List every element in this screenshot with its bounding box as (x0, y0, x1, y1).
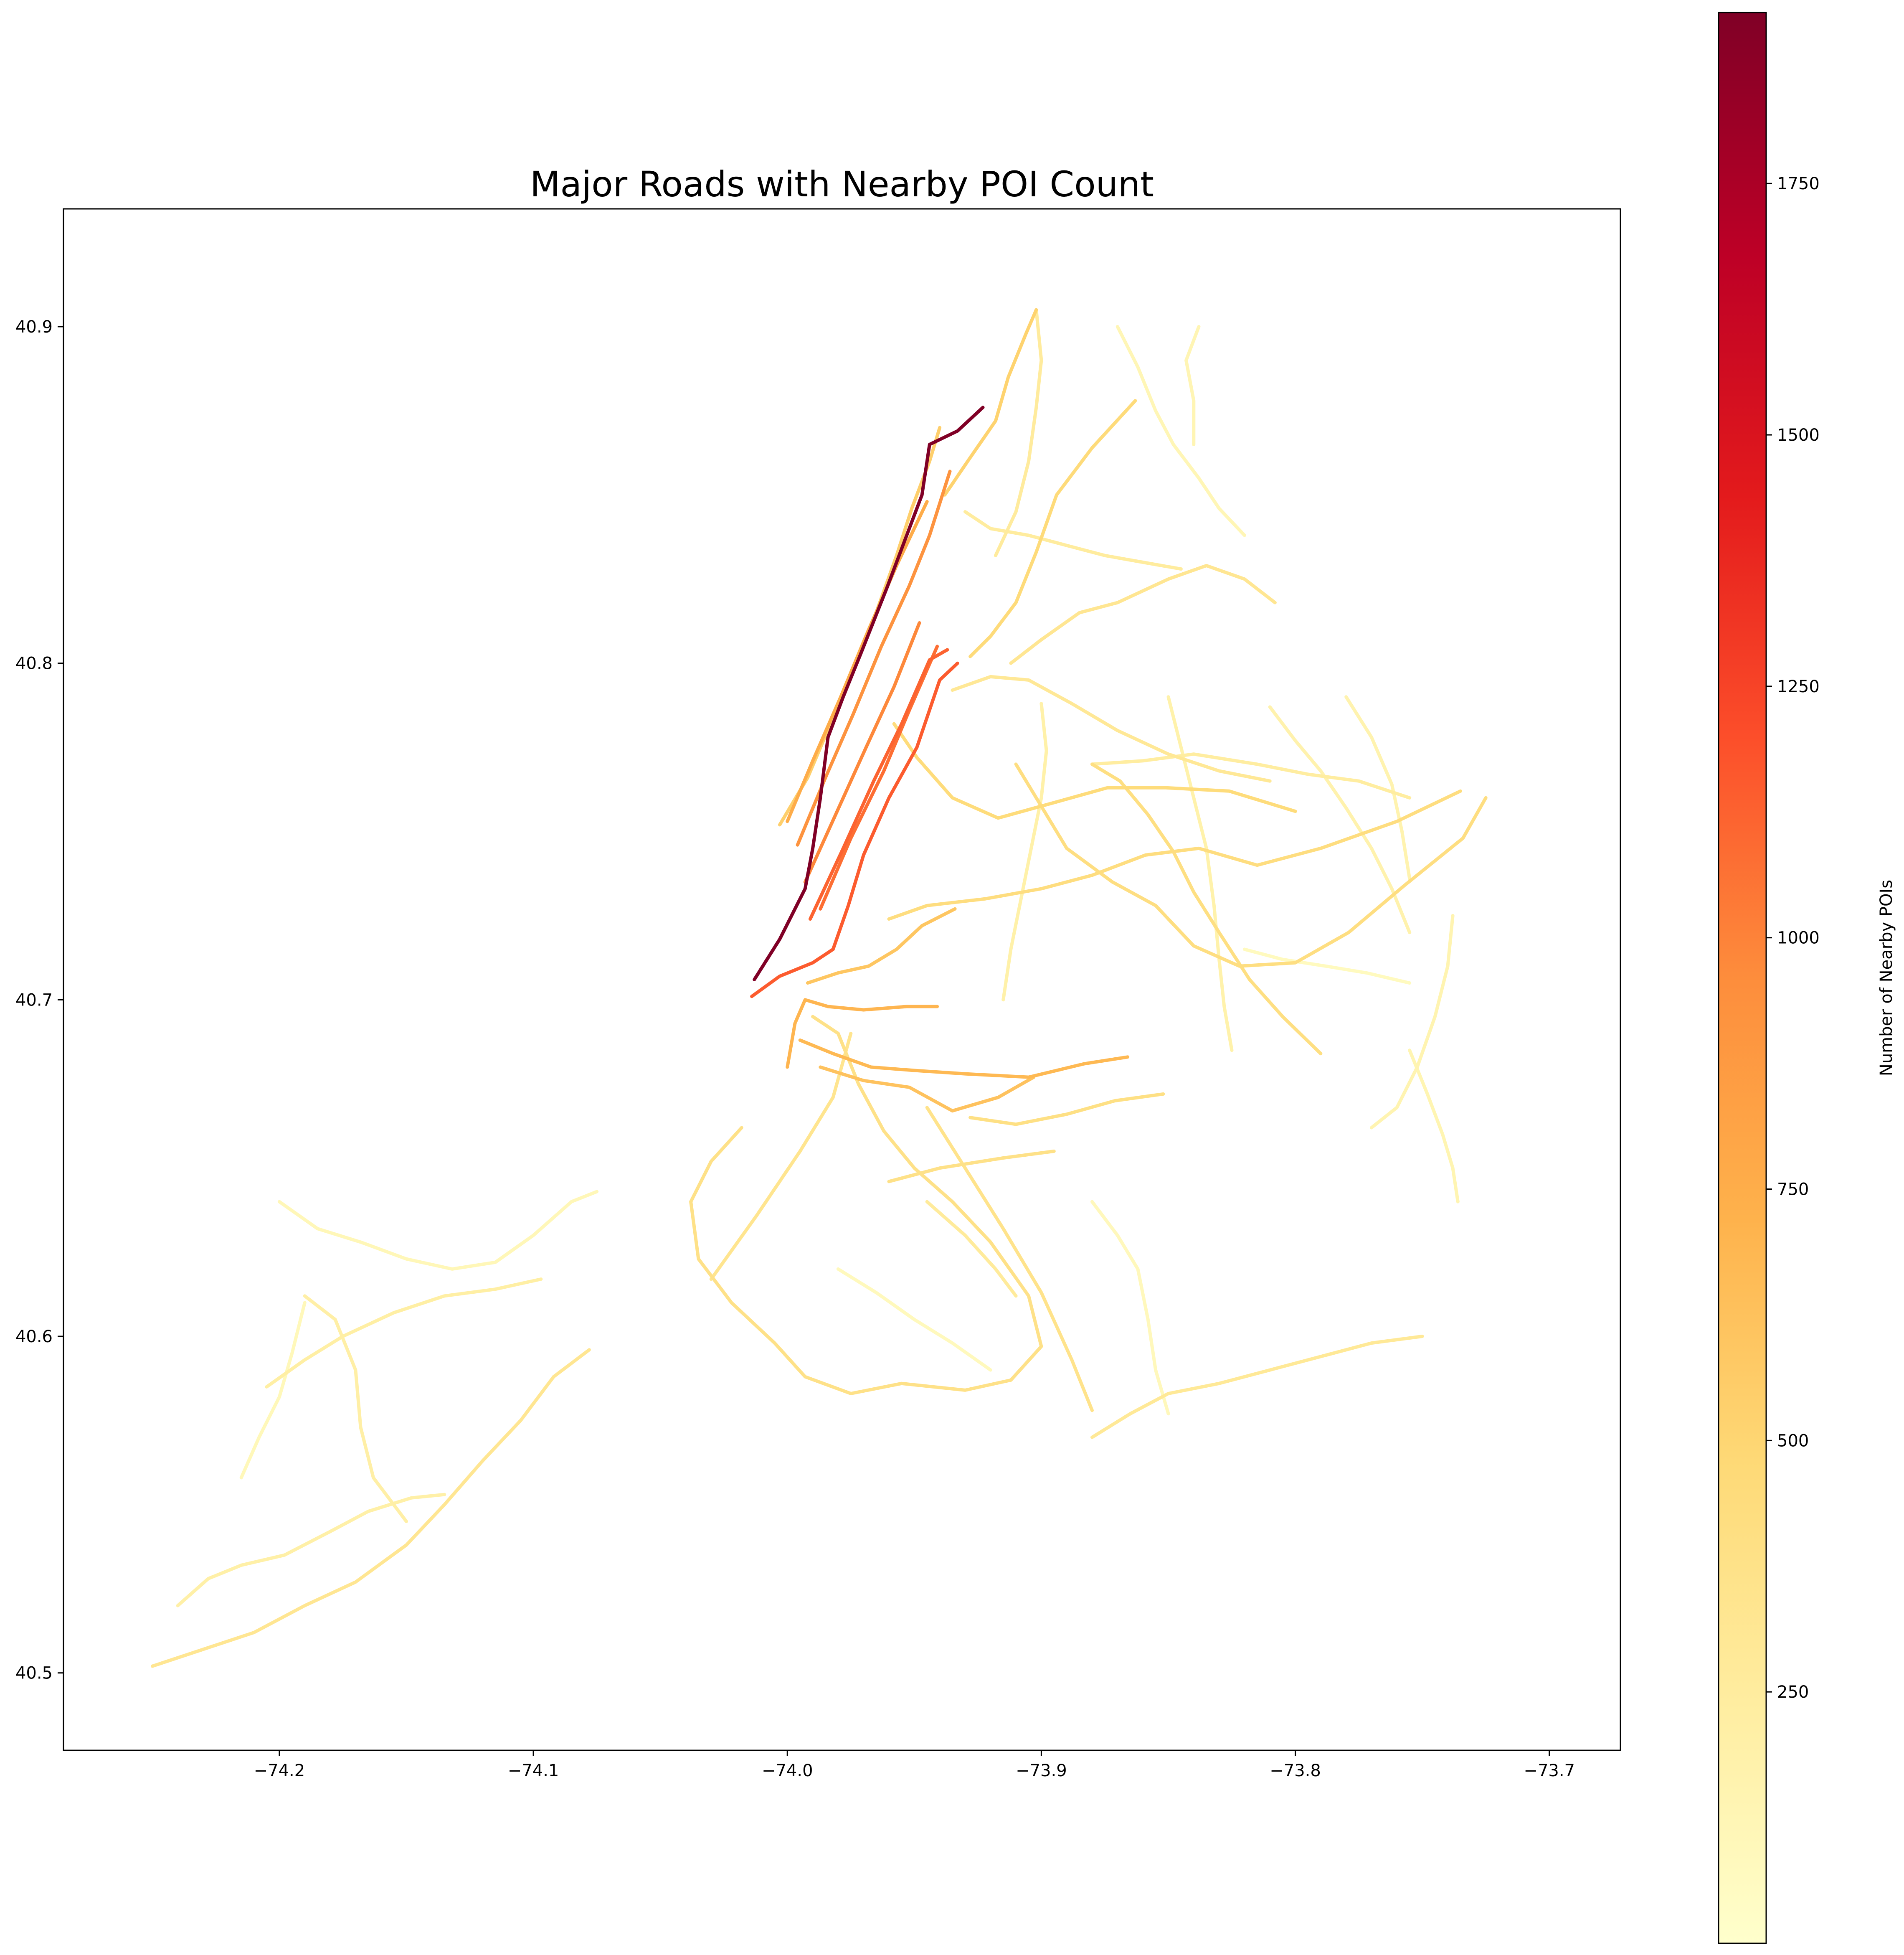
y-tick-label: 40.6 (15, 1327, 53, 1346)
road-segment (176, 1493, 446, 1607)
x-axis: −74.2 −74.1 −74.0 −73.9 −73.8 −73.7 (254, 1750, 1575, 1780)
colorbar-tick-label: 250 (1777, 1683, 1809, 1702)
colorbar-label: Number of Nearby POIs (1877, 880, 1896, 1076)
road-segment (1344, 695, 1412, 881)
colorbar-tick-label: 1000 (1777, 929, 1820, 948)
roads-layer (150, 308, 1488, 1668)
road-segment (1116, 325, 1246, 537)
road-segment (836, 1267, 992, 1372)
colorbar (1718, 12, 1767, 1944)
road-segment (887, 1149, 1056, 1183)
x-tick-label: −73.7 (1524, 1761, 1575, 1780)
y-axis: 40.5 40.6 40.7 40.8 40.9 (15, 317, 63, 1683)
road-segment (1370, 914, 1455, 1130)
road-segment (1014, 762, 1488, 968)
road-segment (925, 1200, 1018, 1298)
y-tick-label: 40.9 (15, 317, 53, 337)
road-segment (968, 1092, 1165, 1126)
road-segment (968, 399, 1137, 658)
colorbar-tick-label: 1250 (1777, 677, 1820, 696)
x-tick-label: −74.2 (254, 1761, 305, 1780)
road-segment (786, 500, 929, 823)
road-segment (1166, 695, 1234, 1052)
y-tick-label: 40.8 (15, 654, 53, 673)
road-segment (709, 1031, 853, 1281)
colorbar-ticks: 250 500 750 1000 1250 1500 1750 (1766, 174, 1820, 1702)
y-tick-label: 40.5 (15, 1664, 53, 1683)
road-segment (892, 722, 1297, 820)
road-segment (809, 648, 949, 921)
colorbar-tick-label: 500 (1777, 1431, 1809, 1450)
road-segment (798, 1038, 1130, 1079)
road-segment (803, 621, 921, 884)
road-segment (1090, 1335, 1424, 1439)
x-tick-label: −73.8 (1270, 1761, 1321, 1780)
road-segment (1242, 947, 1412, 985)
road-segment (689, 1015, 1043, 1395)
road-segment (1184, 325, 1201, 446)
road-segment (1090, 762, 1323, 1056)
road-segment (750, 661, 959, 998)
road-segment (265, 1277, 543, 1389)
road-segment (819, 1065, 1036, 1113)
colorbar-tick-label: 1750 (1777, 174, 1820, 193)
road-segment (887, 789, 1462, 921)
road-segment (1001, 702, 1048, 1002)
y-tick-label: 40.7 (15, 990, 53, 1010)
road-segment (277, 1190, 599, 1271)
colorbar-tick-label: 1500 (1777, 426, 1820, 445)
chart-title: Major Roads with Nearby POI Count (530, 164, 1154, 205)
plot-frame (63, 208, 1621, 1751)
road-segment (150, 1348, 591, 1668)
road-segment (1090, 752, 1412, 800)
x-tick-label: −74.0 (762, 1761, 813, 1780)
road-segment (1090, 1200, 1170, 1416)
colorbar-tick-label: 750 (1777, 1180, 1809, 1199)
road-segment (963, 510, 1183, 571)
x-tick-label: −74.1 (508, 1761, 559, 1780)
road-segment (786, 998, 939, 1069)
road-segment (796, 470, 952, 847)
road-segment (806, 907, 957, 985)
road-segment (951, 675, 1272, 783)
road-segment (303, 1294, 408, 1523)
road-segment (1268, 705, 1412, 934)
road-segment (994, 308, 1043, 557)
road-segment (1408, 1049, 1460, 1203)
road-segment (1009, 564, 1277, 665)
road-segment (239, 1301, 307, 1480)
road-segment (943, 308, 1038, 497)
road-segment (753, 406, 985, 981)
road-segment (925, 1106, 1094, 1412)
x-tick-label: −73.9 (1016, 1761, 1067, 1780)
